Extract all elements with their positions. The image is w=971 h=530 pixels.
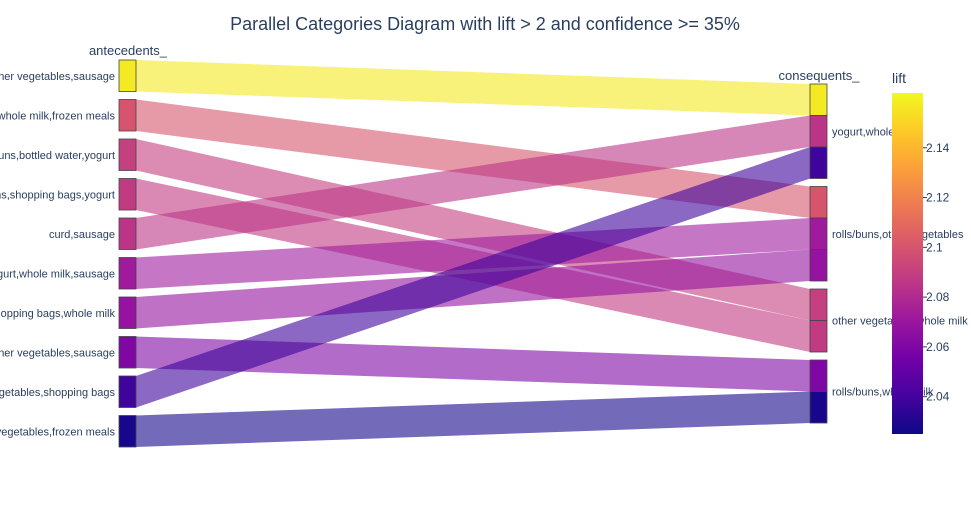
ribbon-0[interactable] xyxy=(136,60,810,116)
colorbar-tick-label-2: 2.08 xyxy=(926,290,950,304)
antecedent-label-6: shopping bags,whole milk xyxy=(0,308,115,320)
consequent-segment-6[interactable] xyxy=(809,249,828,282)
consequent-segment-0[interactable] xyxy=(809,83,828,116)
antecedent-label-2: rolls/buns,bottled water,yogurt xyxy=(0,150,115,162)
category-bar-group xyxy=(118,59,828,448)
category-label-group: other vegetables,sausage whole milk,froze… xyxy=(0,71,968,439)
antecedent-bar-4[interactable] xyxy=(118,217,137,250)
consequent-segment-4[interactable] xyxy=(809,115,828,148)
antecedent-bar-3[interactable] xyxy=(118,178,137,211)
antecedent-bar-7[interactable] xyxy=(118,336,137,369)
colorbar-tick-label-1: 2.06 xyxy=(926,340,950,354)
antecedent-label-8: vegetables,shopping bags xyxy=(0,387,115,399)
consequent-segment-7[interactable] xyxy=(809,359,828,392)
consequent-segment-9[interactable] xyxy=(809,391,828,424)
ribbon-4[interactable] xyxy=(136,115,810,250)
colorbar-tick-label-4: 2.12 xyxy=(926,191,950,205)
consequent-segment-1[interactable] xyxy=(809,186,828,219)
consequent-segment-2[interactable] xyxy=(809,288,828,321)
colorbar-tick-label-5: 2.14 xyxy=(926,141,950,155)
consequent-segment-8[interactable] xyxy=(809,146,828,179)
antecedent-bar-6[interactable] xyxy=(118,296,137,329)
antecedent-label-9: vegetables,frozen meals xyxy=(0,426,115,438)
antecedent-bar-2[interactable] xyxy=(118,138,137,171)
antecedent-label-7: other vegetables,sausage xyxy=(0,347,115,359)
antecedent-label-3: rolls/buns,shopping bags,yogurt xyxy=(0,189,115,201)
antecedent-label-1: whole milk,frozen meals xyxy=(0,110,115,122)
consequent-segment-3[interactable] xyxy=(809,320,828,353)
antecedent-bar-0[interactable] xyxy=(118,59,137,92)
antecedent-bar-1[interactable] xyxy=(118,99,137,132)
colorbar-tick-label-0: 2.04 xyxy=(926,390,950,404)
ribbon-group xyxy=(136,60,810,447)
ribbon-8[interactable] xyxy=(136,147,810,408)
colorbar-title: lift xyxy=(892,70,906,86)
chart-title: Parallel Categories Diagram with lift > … xyxy=(230,14,740,34)
antecedent-label-5: yogurt,whole milk,sausage xyxy=(0,268,115,280)
colorbar-gradient xyxy=(892,93,923,434)
colorbar-tick-label-3: 2.1 xyxy=(926,240,943,254)
antecedent-bar-9[interactable] xyxy=(118,415,137,448)
antecedent-label-0: other vegetables,sausage xyxy=(0,71,115,83)
antecedent-bar-8[interactable] xyxy=(118,375,137,408)
antecedent-bar-5[interactable] xyxy=(118,257,137,290)
antecedent-label-4: curd,sausage xyxy=(49,229,115,241)
consequent-segment-5[interactable] xyxy=(809,217,828,250)
colorbar: lift 2.04 2.06 2.08 2.1 2.12 2.14 xyxy=(892,70,950,434)
ribbon-9[interactable] xyxy=(136,391,810,448)
consequents-axis-label[interactable]: consequents_ xyxy=(779,68,861,83)
antecedents-axis-label[interactable]: antecedents_ xyxy=(89,43,168,58)
ribbon-1[interactable] xyxy=(136,99,810,219)
